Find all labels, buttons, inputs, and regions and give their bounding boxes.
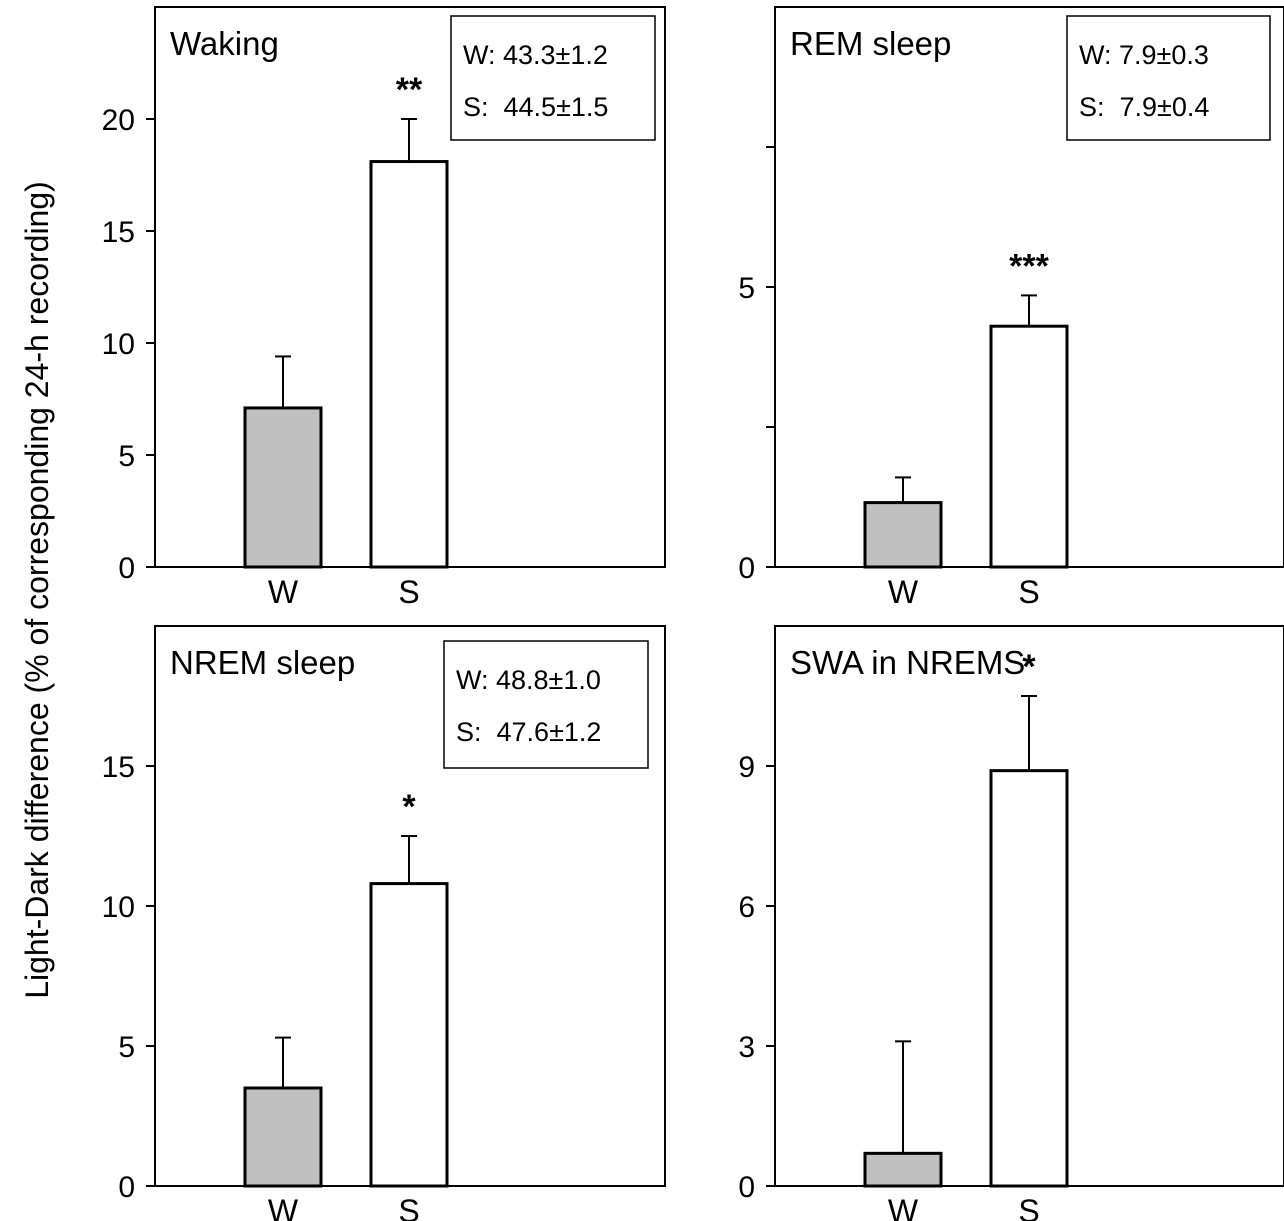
y-tick-label: 15 — [102, 751, 135, 784]
y-tick-label: 20 — [102, 104, 135, 137]
y-tick-label: 10 — [102, 891, 135, 924]
x-category-label: S — [398, 574, 419, 610]
y-tick-label: 15 — [102, 216, 135, 249]
x-category-label: W — [888, 1193, 919, 1221]
y-tick-label: 10 — [102, 328, 135, 361]
x-category-label: W — [268, 1193, 299, 1221]
significance-marker: * — [1022, 648, 1036, 686]
bar-w — [243, 406, 323, 569]
y-tick-label: 0 — [118, 1171, 135, 1204]
x-category-label: S — [398, 1193, 419, 1221]
y-tick-label: 0 — [738, 552, 755, 585]
significance-marker: *** — [1009, 247, 1049, 285]
panel-3: 0 5 10 15 W S * NREM sleep W: 48.8±1.0 S: 47.6±1.… — [102, 625, 666, 1221]
stats-box — [443, 640, 649, 769]
bar-s — [989, 769, 1069, 1188]
panel-title: Waking — [170, 25, 279, 62]
significance-marker: * — [402, 788, 416, 826]
y-tick-label: 9 — [738, 751, 755, 784]
stats-line: S: 47.6±1.2 — [456, 717, 601, 747]
stats-line: W: 7.9±0.3 — [1079, 40, 1209, 70]
y-tick-label: 0 — [738, 1171, 755, 1204]
stats-box — [450, 15, 656, 141]
panel-4: 0 3 6 9 W S *SWA in NREMS — [738, 625, 1284, 1221]
y-tick-label: 5 — [118, 1031, 135, 1064]
stats-line: W: 43.3±1.2 — [463, 40, 608, 70]
y-tick-label: 5 — [118, 440, 135, 473]
bar-w — [863, 501, 943, 569]
bar-w — [863, 1151, 943, 1188]
y-tick-label: 0 — [118, 552, 135, 585]
bar-w — [243, 1086, 323, 1188]
stats-box — [1066, 15, 1271, 141]
y-tick-label: 3 — [738, 1031, 755, 1064]
bar-s — [989, 324, 1069, 569]
panel-title: REM sleep — [790, 25, 951, 62]
y-axis-label: Light-Dark difference (% of correspondin… — [19, 181, 55, 999]
y-tick-label: 5 — [738, 272, 755, 305]
x-category-label: S — [1018, 1193, 1039, 1221]
panel-1: 0 5 10 15 20 W S ** Waking W: 43.3±1.2 S: 44.5±1.5 — [102, 6, 666, 610]
significance-marker: ** — [396, 71, 423, 109]
x-category-label: W — [268, 574, 299, 610]
panel-title: NREM sleep — [170, 644, 355, 681]
panel-title: SWA in NREMS — [790, 644, 1025, 681]
stats-line: S: 44.5±1.5 — [463, 92, 608, 122]
x-category-label: W — [888, 574, 919, 610]
x-category-label: S — [1018, 574, 1039, 610]
bar-s — [369, 160, 449, 569]
y-tick-label: 6 — [738, 891, 755, 924]
panel-2: 0 5 W S *** REM sleep W: 7.9±0.3 S: 7.9±0.4 — [738, 6, 1284, 610]
stats-line: S: 7.9±0.4 — [1079, 92, 1209, 122]
stats-line: W: 48.8±1.0 — [456, 665, 601, 695]
bar-s — [369, 882, 449, 1188]
